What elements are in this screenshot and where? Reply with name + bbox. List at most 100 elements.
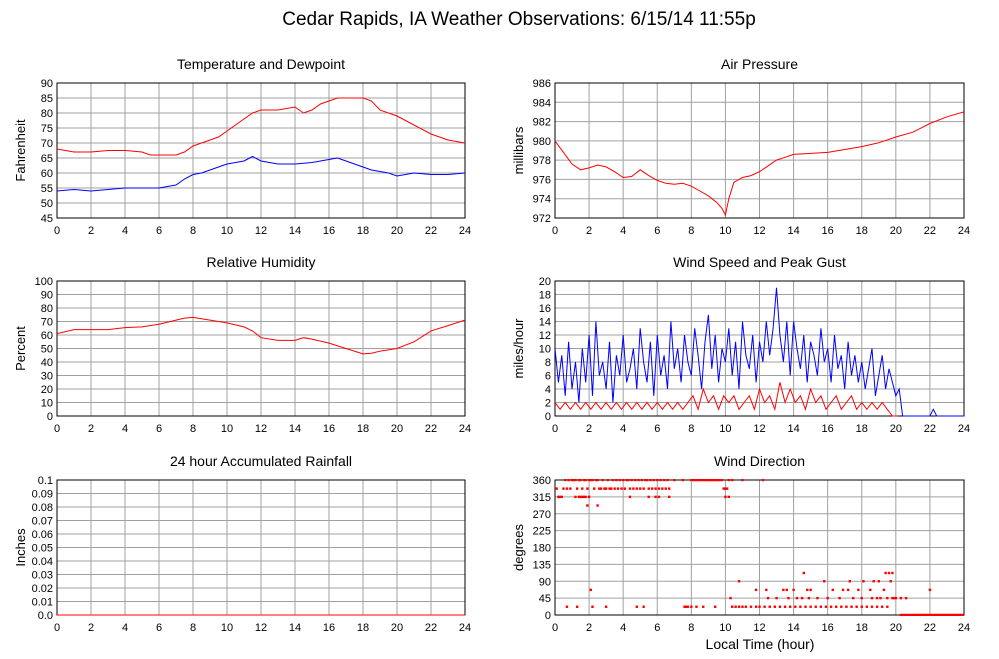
x-tick-label: 2: [586, 225, 592, 237]
data-point: [656, 479, 659, 482]
data-point: [928, 588, 932, 592]
data-point: [729, 596, 732, 600]
data-point: [557, 495, 560, 499]
data-point: [894, 596, 898, 600]
data-point: [582, 479, 586, 482]
data-point: [765, 588, 768, 592]
data-point: [705, 479, 708, 482]
x-tick-label: 2: [586, 622, 592, 634]
y-tick-label: 225: [533, 526, 551, 538]
y-axis-label: Fahrenheit: [13, 119, 28, 182]
data-point: [850, 605, 853, 608]
series-line: [555, 111, 964, 217]
data-point: [950, 613, 954, 616]
data-point: [577, 479, 581, 482]
x-tick-label: 20: [890, 622, 902, 634]
data-point: [618, 479, 621, 482]
x-tick-label: 16: [822, 225, 834, 237]
y-tick-label: 8: [545, 357, 551, 369]
data-point: [731, 479, 734, 482]
data-point: [719, 479, 722, 482]
x-tick-label: 10: [719, 423, 731, 435]
data-point: [558, 495, 562, 499]
x-tick-label: 4: [122, 423, 128, 435]
data-point: [647, 487, 650, 490]
y-tick-label: 4: [545, 384, 551, 396]
y-tick-label: 135: [533, 559, 551, 571]
data-point: [834, 605, 838, 608]
y-tick-label: 50: [41, 198, 53, 210]
y-tick-label: 90: [539, 576, 551, 588]
series-line: [57, 97, 465, 156]
y-tick-label: 45: [41, 213, 53, 225]
x-tick-label: 4: [620, 622, 626, 634]
series-line: [555, 287, 964, 417]
data-point: [713, 479, 717, 482]
y-tick-label: 10: [539, 344, 551, 356]
plot-frame: [56, 82, 466, 219]
data-point: [962, 613, 964, 616]
y-tick-label: 0.04: [32, 556, 53, 568]
data-point: [875, 596, 879, 600]
data-point: [737, 580, 741, 583]
data-point: [581, 495, 584, 499]
y-tick-label: 972: [533, 213, 551, 225]
y-tick-label: 30: [41, 371, 53, 383]
x-tick-label: 16: [822, 622, 834, 634]
data-point: [610, 487, 613, 490]
data-point: [635, 605, 638, 608]
data-point: [690, 605, 693, 608]
data-point: [961, 613, 964, 616]
data-point: [911, 613, 915, 616]
x-tick-label: 12: [255, 225, 267, 237]
data-point: [562, 487, 565, 490]
data-point: [749, 605, 753, 608]
x-tick-label: 2: [88, 225, 94, 237]
y-tick-label: 16: [539, 303, 551, 315]
data-point: [933, 613, 937, 616]
data-point: [949, 613, 952, 616]
series-0: [57, 316, 465, 355]
series-0: [555, 287, 964, 417]
data-point: [809, 588, 812, 592]
data-point: [824, 605, 828, 608]
data-point: [954, 613, 957, 616]
data-point: [570, 479, 574, 482]
data-point: [809, 605, 812, 608]
data-point: [601, 479, 604, 482]
page-title: Cedar Rapids, IA Weather Observations: 6…: [282, 9, 756, 30]
data-point: [887, 571, 891, 575]
data-point: [891, 596, 894, 600]
x-tick-label: 20: [890, 423, 902, 435]
data-point: [819, 605, 823, 608]
y-axis-label: Percent: [13, 326, 28, 371]
x-tick-label: 0: [552, 622, 558, 634]
y-tick-label: 0: [47, 411, 53, 423]
data-point: [855, 605, 858, 608]
x-tick-label: 22: [425, 225, 437, 237]
plot-frame: [554, 82, 965, 219]
series-line: [555, 382, 898, 417]
data-point: [584, 495, 587, 499]
data-point: [615, 479, 618, 482]
data-point: [664, 487, 667, 490]
data-point: [574, 495, 577, 499]
y-tick-label: 10: [41, 398, 53, 410]
y-tick-label: 0.07: [32, 516, 53, 528]
data-point: [657, 495, 661, 499]
series-0: [555, 479, 964, 616]
data-point: [591, 605, 594, 608]
chart-title: Air Pressure: [721, 56, 798, 72]
x-tick-label: 12: [753, 423, 765, 435]
data-point: [921, 613, 925, 616]
plot-frame: [56, 280, 466, 417]
data-point: [831, 588, 834, 592]
x-tick-label: 14: [289, 225, 301, 237]
x-tick-label: 2: [586, 423, 592, 435]
data-point: [644, 479, 647, 482]
y-tick-label: 75: [41, 123, 53, 135]
data-point: [947, 613, 950, 616]
y-tick-label: 980: [533, 136, 551, 148]
data-point: [841, 588, 845, 592]
